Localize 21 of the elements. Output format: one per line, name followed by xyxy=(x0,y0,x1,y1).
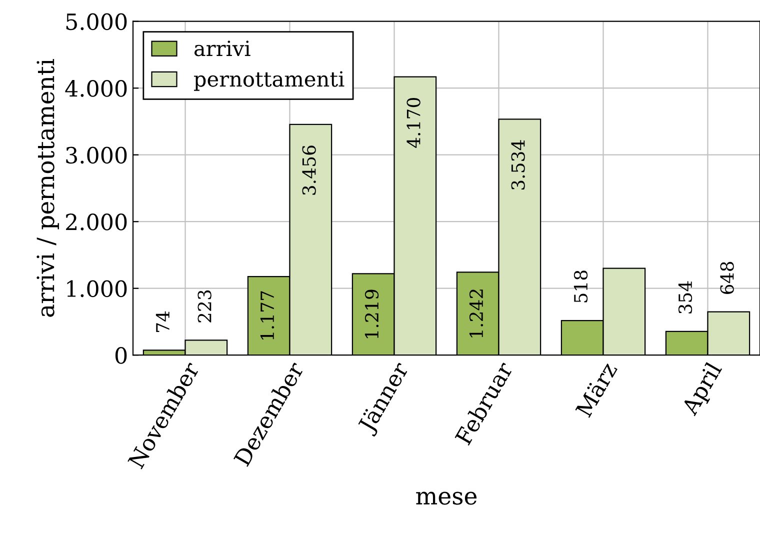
y-tick-label: 5.000 xyxy=(66,13,127,30)
data-label: 354 xyxy=(678,281,692,314)
y-tick-label: 4.000 xyxy=(65,80,127,97)
legend-label: arrivi xyxy=(194,40,250,56)
data-label: 3.534 xyxy=(511,140,525,190)
data-label: 4.170 xyxy=(406,98,420,148)
data-label: 1.242 xyxy=(469,290,484,338)
legend-label: pernottamenti xyxy=(194,71,344,91)
data-label: 74 xyxy=(156,311,170,332)
data-label: 648 xyxy=(720,262,734,294)
data-label: 518 xyxy=(574,270,588,302)
data-label: 1.219 xyxy=(364,290,379,338)
data-label: 1.177 xyxy=(260,291,274,340)
data-label: 3.456 xyxy=(302,146,316,195)
y-tick-label: 0 xyxy=(115,347,127,364)
y-tick-label: 1.000 xyxy=(67,280,127,298)
x-axis-title: mese xyxy=(416,492,477,505)
y-axis-title: arrivi / pernottamenti xyxy=(36,59,59,317)
y-tick-label: 3.000 xyxy=(66,146,127,164)
y-tick-label: 2.000 xyxy=(66,214,127,230)
data-label: 223 xyxy=(198,290,212,322)
